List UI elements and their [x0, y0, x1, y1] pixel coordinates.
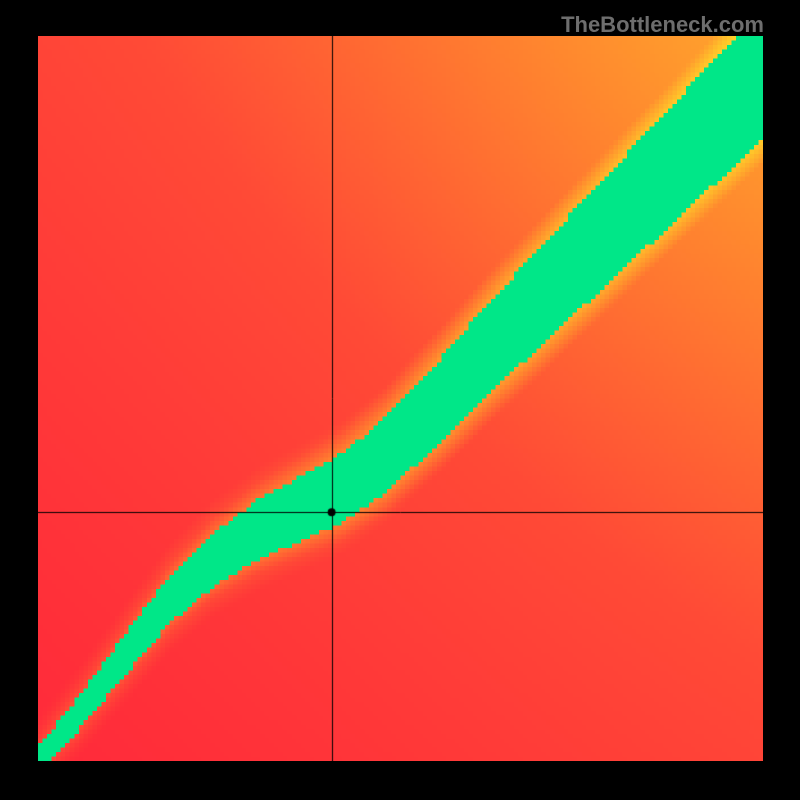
crosshair-overlay [38, 36, 763, 761]
watermark-text: TheBottleneck.com [561, 12, 764, 38]
